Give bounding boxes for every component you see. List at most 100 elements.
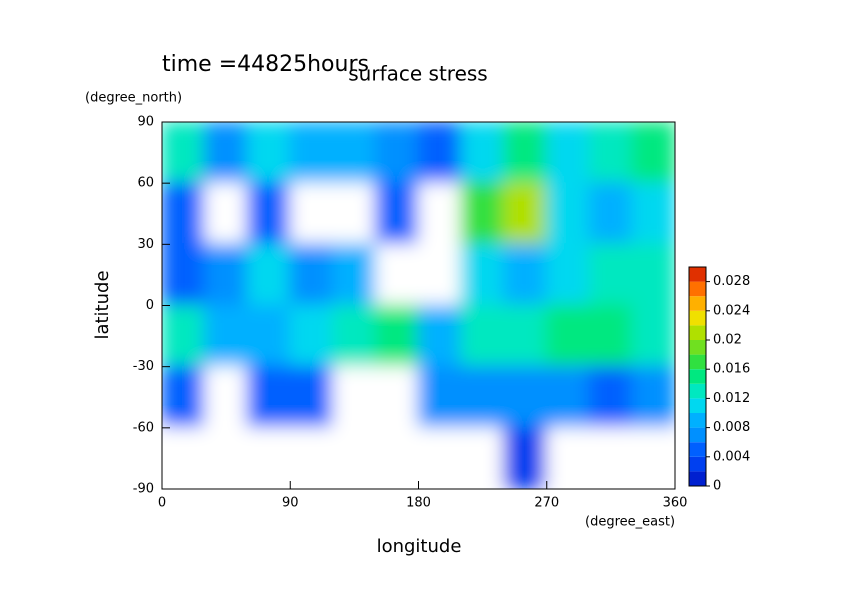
x-tick-label: 270 (534, 496, 559, 511)
colorbar-swatch (689, 310, 706, 326)
colorbar-swatch (689, 354, 706, 370)
x-tick-label: 180 (406, 496, 431, 511)
field-cell (588, 122, 634, 185)
field-cell (374, 182, 420, 246)
x-unit: (degree_east) (585, 515, 675, 530)
field-cell (246, 182, 292, 246)
field-cell (460, 122, 505, 185)
field (162, 122, 675, 489)
colorbar-frame (688, 266, 707, 487)
field-cell (503, 426, 548, 489)
y-tick-label: 60 (137, 176, 154, 191)
y-label: latitude (92, 270, 113, 339)
field-cell (203, 122, 249, 185)
colorbar-swatch (689, 383, 706, 399)
field-cell (246, 122, 292, 185)
y-tick-label: -60 (133, 420, 154, 435)
colorbar-swatch (689, 267, 706, 282)
field-cell (631, 304, 675, 368)
colorbar-tick-label: 0.016 (713, 362, 750, 377)
field-cell (631, 122, 675, 185)
field-cell (417, 426, 463, 489)
field-cell (417, 122, 463, 185)
field-cell (289, 304, 334, 368)
field-cell (289, 182, 334, 246)
y-tick-label: 30 (137, 237, 154, 252)
field-cell (545, 365, 591, 429)
x-tick-label: 90 (282, 496, 299, 511)
field-cell (203, 304, 249, 368)
field-cell (246, 365, 292, 429)
field-cell (246, 426, 292, 489)
colorbar-swatch (689, 413, 706, 428)
y-tick-label: -30 (133, 359, 154, 374)
field-cell (460, 426, 505, 489)
field-cell (374, 365, 420, 429)
colorbar-swatch (689, 398, 706, 413)
y-unit: (degree_north) (85, 91, 182, 106)
field-cell (417, 243, 463, 307)
field-cell (162, 304, 206, 368)
x-label: longitude (377, 536, 462, 557)
field-cell (289, 122, 334, 185)
colorbar-swatch (689, 471, 706, 486)
field-cell (417, 365, 463, 429)
colorbar-tick-label: 0.012 (713, 391, 750, 406)
field-cell (203, 243, 249, 307)
field-cell (332, 304, 377, 368)
field-cell (460, 243, 505, 307)
field-cell (545, 426, 591, 489)
x-tick-label: 360 (663, 496, 688, 511)
field-cell (460, 182, 505, 246)
field-cell (631, 365, 675, 429)
colorbar-swatch (689, 281, 706, 297)
field-cell (588, 304, 634, 368)
field-cell (332, 426, 377, 489)
field-cell (460, 365, 505, 429)
chart-title: surface stress (348, 62, 487, 86)
field-cell (417, 182, 463, 246)
field-cell (162, 365, 206, 429)
field-cell (545, 122, 591, 185)
colorbar-tick-label: 0.008 (713, 420, 750, 435)
x-tick-label: 0 (158, 496, 166, 511)
colorbar-tick-label: 0.024 (713, 303, 750, 318)
colorbar-tick-label: 0.028 (713, 274, 750, 289)
field-cell (162, 122, 206, 185)
colorbar-swatch (689, 456, 706, 472)
field-cell (503, 122, 548, 185)
field-cell (289, 243, 334, 307)
colorbar-swatch (689, 369, 706, 384)
field-cell (246, 243, 292, 307)
colorbar-swatch (689, 296, 706, 311)
colorbar-swatch (689, 325, 706, 340)
field-cell (332, 243, 377, 307)
y-tick-label: 90 (137, 115, 154, 130)
field-cell (162, 426, 206, 489)
field-cell (332, 365, 377, 429)
field-cell (162, 182, 206, 246)
colorbar-tick-label: 0 (713, 479, 721, 494)
y-tick-label: -90 (133, 482, 154, 497)
y-tick-label: 0 (146, 298, 154, 313)
field-cell (545, 243, 591, 307)
subtitle: time =44825hours (162, 52, 369, 77)
field-cell (588, 243, 634, 307)
field-cell (503, 365, 548, 429)
field-cell (417, 304, 463, 368)
field-cell (246, 304, 292, 368)
colorbar-tick-label: 0.004 (713, 449, 750, 464)
field-cell (545, 182, 591, 246)
field-cell (503, 304, 548, 368)
colorbar-swatch (689, 340, 706, 355)
field-cell (503, 243, 548, 307)
field-cell (460, 304, 505, 368)
field-cell (631, 426, 675, 489)
colorbar-swatch (689, 442, 706, 457)
field-cell (588, 182, 634, 246)
field-cell (545, 304, 591, 368)
field-cell (588, 426, 634, 489)
field-cell (332, 122, 377, 185)
field-cell (289, 365, 334, 429)
